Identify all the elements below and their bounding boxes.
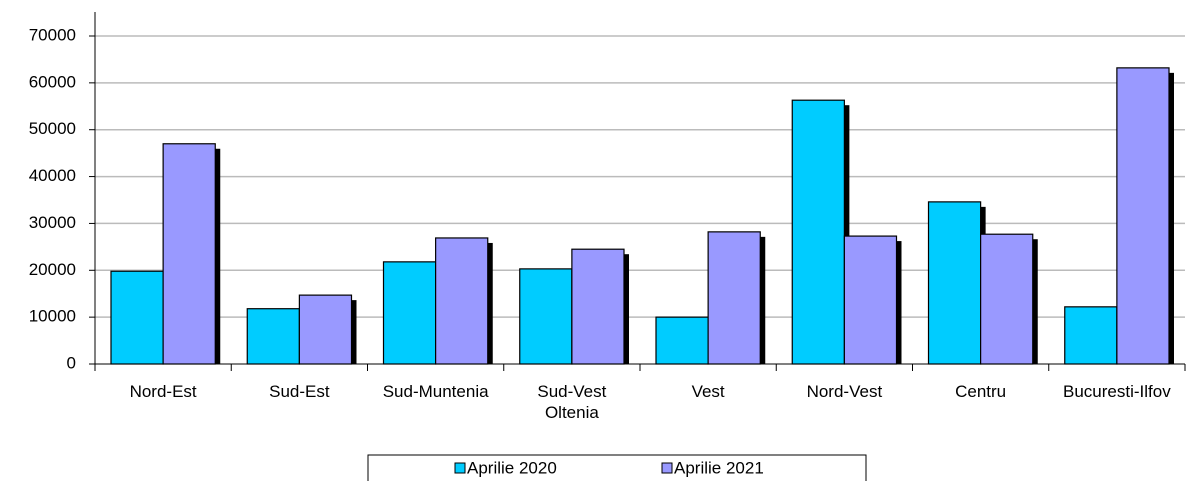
bar [382, 261, 437, 365]
x-tick-label: Centru [955, 382, 1007, 401]
bar [435, 237, 489, 365]
bar [927, 201, 982, 365]
bar [707, 231, 761, 365]
y-tick-label: 0 [67, 353, 76, 372]
legend-swatch [661, 462, 673, 474]
bar [655, 316, 709, 365]
bar [791, 99, 845, 365]
x-tick-label: Nord-Vest [806, 382, 883, 401]
legend-label: Aprilie 2020 [467, 458, 557, 477]
y-tick-label: 40000 [29, 166, 76, 185]
y-tick-label: 60000 [29, 72, 76, 91]
bar [162, 143, 216, 365]
x-tick-label: Sud-Vest Oltenia [537, 382, 607, 422]
x-tick-label: Vest [691, 382, 725, 401]
bar [1116, 67, 1170, 365]
y-tick-label: 50000 [29, 119, 76, 138]
x-tick-label: Sud-Muntenia [382, 382, 489, 401]
y-tick-label: 10000 [29, 307, 76, 326]
y-tick-label: 70000 [29, 25, 76, 44]
x-tick-label: Nord-Est [129, 382, 197, 401]
legend-box [367, 454, 867, 481]
y-tick-label: 20000 [29, 260, 76, 279]
y-tick-label: 30000 [29, 213, 76, 232]
legend-label: Aprilie 2021 [674, 458, 764, 477]
bar [843, 235, 898, 365]
bar [246, 308, 300, 365]
legend-swatch [454, 462, 466, 474]
bar [571, 248, 625, 365]
bar [1064, 306, 1118, 365]
x-tick-label: Sud-Est [269, 382, 330, 401]
x-tick-label: Bucuresti-Ilfov [1063, 382, 1171, 401]
bar [980, 233, 1034, 365]
bar [298, 294, 353, 365]
bar [110, 270, 164, 365]
bar [519, 268, 573, 365]
